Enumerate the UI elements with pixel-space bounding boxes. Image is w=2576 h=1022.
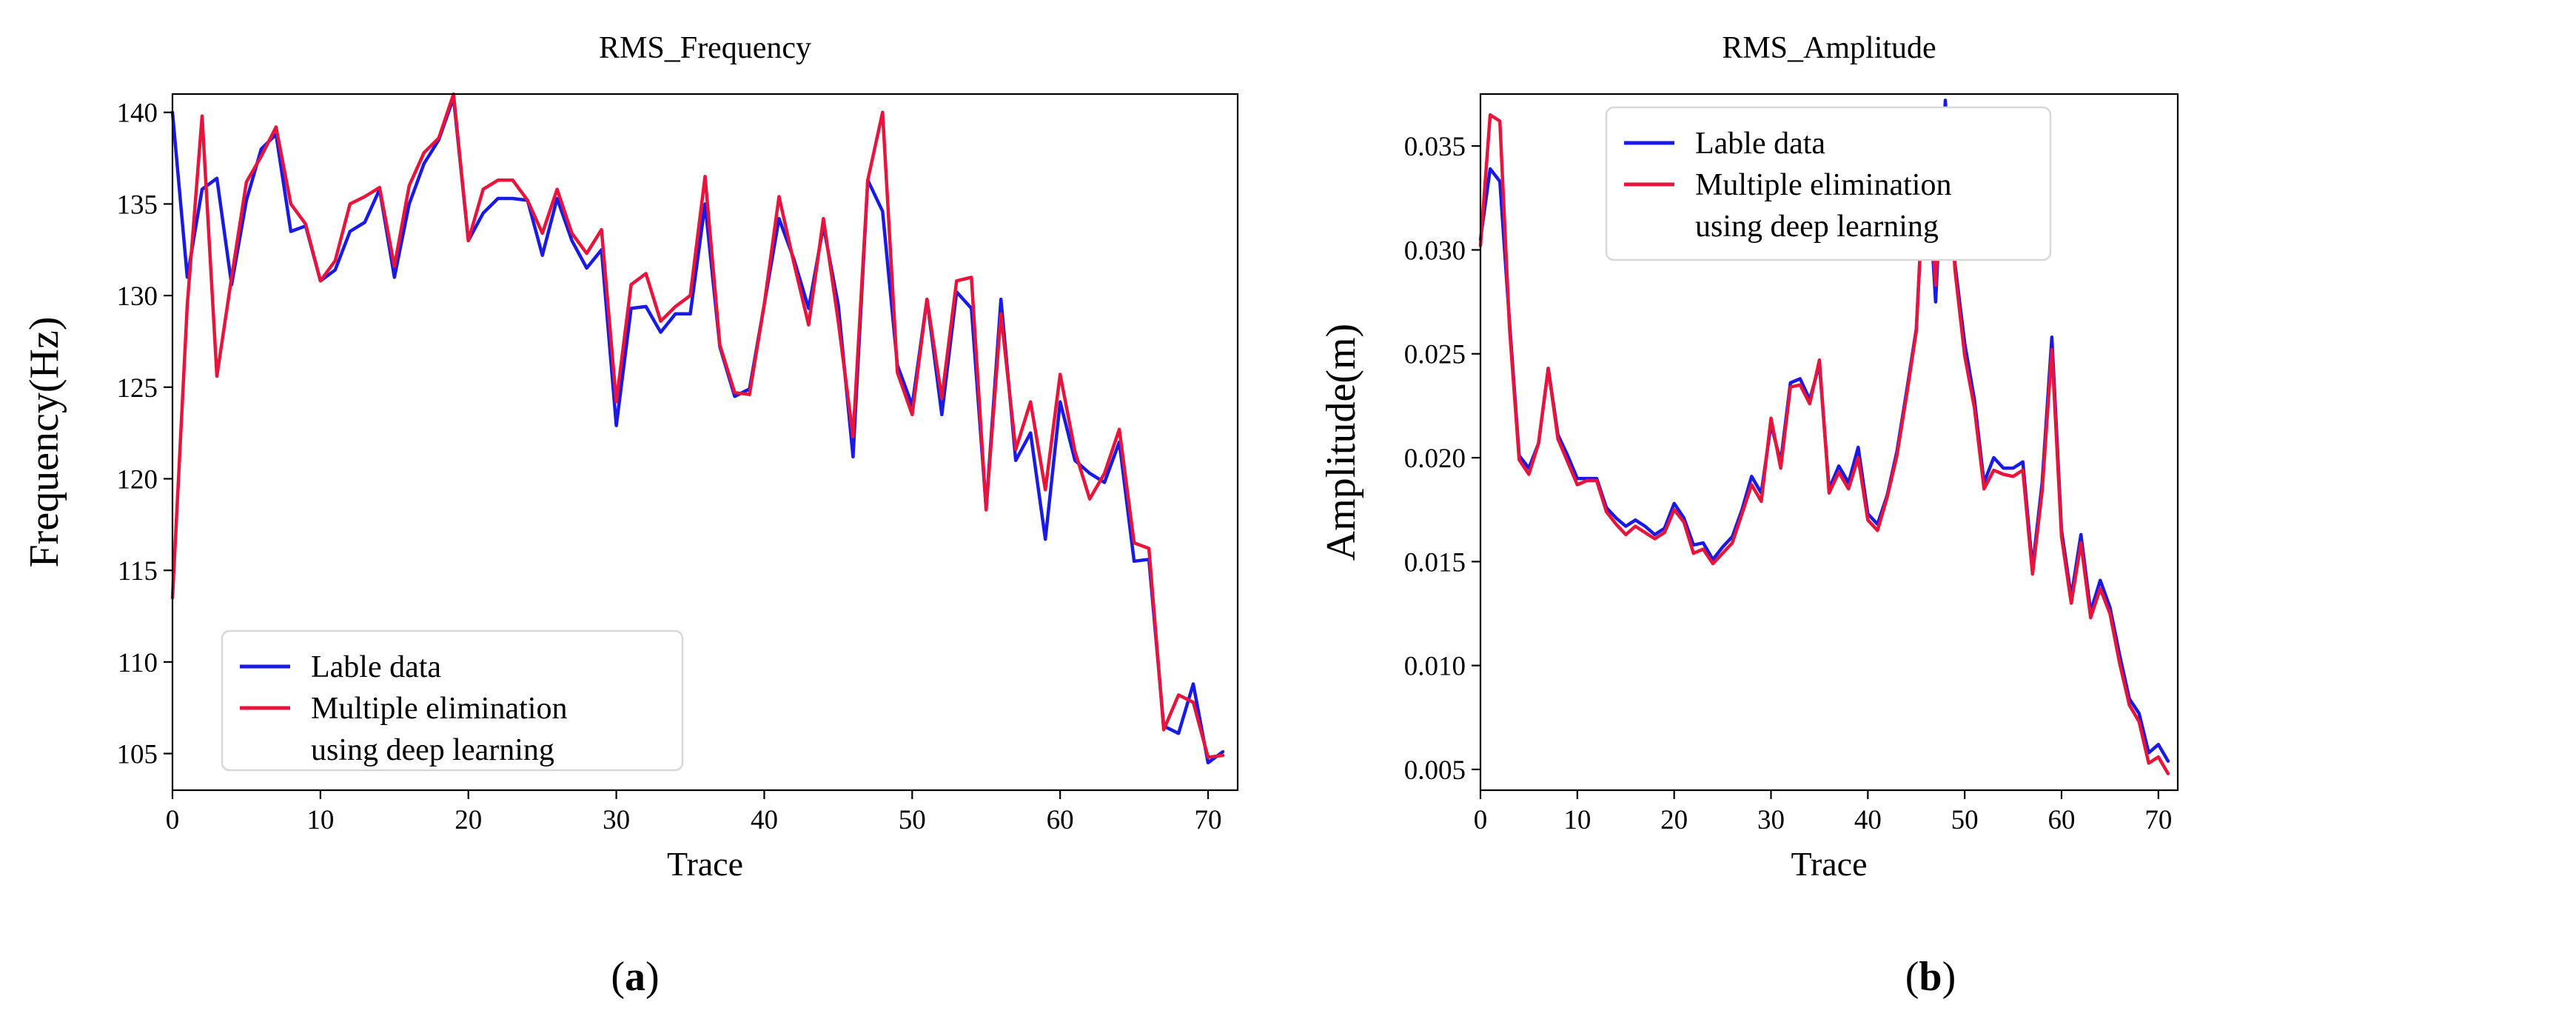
y-axis-label: Amplitude(m) [1318, 324, 1364, 561]
y-tick-label: 105 [117, 740, 158, 770]
legend-label-lable-data: Lable data [1695, 127, 1825, 161]
legend-box [1605, 106, 2052, 261]
y-tick-label: 130 [117, 281, 158, 312]
x-tick-label: 60 [2048, 805, 2076, 835]
y-tick-label: 125 [117, 373, 158, 404]
x-tick-label: 60 [1047, 805, 1074, 835]
series-line-multiple-elimination [170, 92, 1225, 759]
y-tick-label: 0.035 [1404, 132, 1466, 162]
plot-frame [171, 93, 1239, 792]
chart-rms-amplitude: RMS_Amplitude 0 10 20 30 40 50 60 70 0.005 0.010 0.… [1318, 31, 2179, 1000]
legend: Lable data Multiple elimination using deep… [1605, 106, 2052, 261]
x-tick-label: 70 [2144, 805, 2172, 835]
legend-box [221, 629, 684, 772]
series-line-multiple-elimination [1478, 111, 2170, 775]
legend-label-deep-learning: using deep learning [1695, 210, 1939, 244]
y-tick-label: 115 [118, 556, 158, 587]
y-tick-label: 0.010 [1404, 652, 1466, 682]
x-tick-label: 50 [1951, 805, 1979, 835]
y-tick-label: 140 [117, 98, 158, 129]
x-axis-label: Trace [1791, 845, 1867, 883]
subfigure-caption: (a) [611, 954, 659, 1000]
x-tick-label: 10 [1563, 805, 1591, 835]
series-line-lable-data [170, 96, 1225, 765]
y-tick-label: 120 [117, 464, 158, 495]
y-tick-label: 135 [117, 190, 158, 220]
y-tick-label: 0.020 [1404, 444, 1466, 474]
legend-label-deep-learning: using deep learning [311, 733, 554, 767]
y-tick-label: 0.015 [1404, 547, 1466, 578]
chart-title: RMS_Amplitude [1722, 31, 1936, 65]
x-tick-label: 70 [1195, 805, 1222, 835]
legend-label-lable-data: Lable data [311, 650, 441, 684]
legend-label-multiple-elimination: Multiple elimination [311, 692, 567, 726]
y-tick-label: 0.030 [1404, 236, 1466, 266]
chart-title: RMS_Frequency [599, 31, 811, 65]
y-tick-label: 0.005 [1404, 755, 1466, 786]
x-tick-label: 20 [1660, 805, 1688, 835]
y-tick-label: 110 [118, 648, 158, 678]
y-tick-label: 0.025 [1404, 340, 1466, 370]
x-tick-label: 0 [1474, 805, 1488, 835]
x-tick-label: 30 [1757, 805, 1785, 835]
x-tick-label: 40 [1854, 805, 1882, 835]
plot-frame [1479, 93, 2179, 792]
chart-rms-frequency: RMS_Frequency 0 10 20 30 40 50 60 70 105 110 115 120… [21, 31, 1239, 1000]
legend-label-multiple-elimination: Multiple elimination [1695, 168, 1951, 202]
x-axis-label: Trace [667, 845, 743, 883]
x-tick-label: 0 [166, 805, 180, 835]
x-tick-label: 40 [751, 805, 778, 835]
x-tick-label: 30 [603, 805, 630, 835]
subfigure-caption: (b) [1905, 954, 1956, 1000]
x-tick-label: 20 [455, 805, 482, 835]
y-axis-label: Frequency(Hz) [21, 317, 67, 568]
legend: Lable data Multiple elimination using deep… [221, 629, 684, 772]
x-tick-label: 50 [899, 805, 926, 835]
x-tick-label: 10 [306, 805, 334, 835]
